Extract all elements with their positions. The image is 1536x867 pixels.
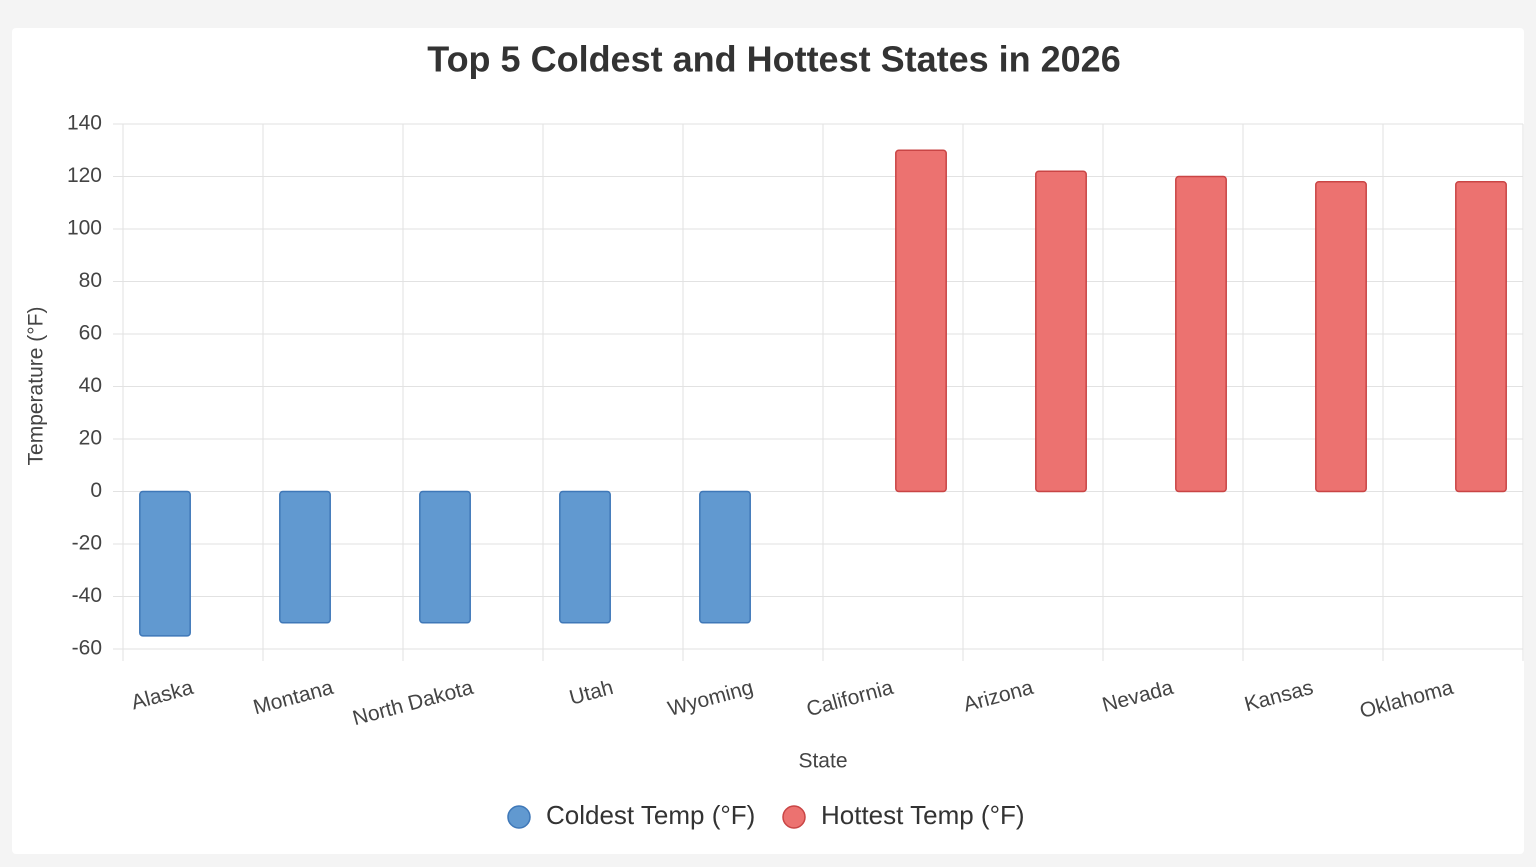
chart-title: Top 5 Coldest and Hottest States in 2026 [427,39,1120,80]
y-tick-label: 140 [67,112,102,135]
y-axis-title: Temperature (°F) [25,307,48,466]
legend-label: Hottest Temp (°F) [821,800,1025,830]
card [12,28,1524,854]
y-tick-label: -20 [72,532,102,555]
bar [895,149,947,493]
bar [1455,181,1507,493]
y-tick-label: 60 [79,322,102,345]
bar [1035,170,1087,493]
bar [1315,181,1367,493]
x-axis-title: State [798,750,847,773]
bar [419,490,471,624]
y-tick-label: -40 [72,584,102,607]
bar [279,490,331,624]
y-tick-label: 40 [79,374,102,397]
y-tick-label: 20 [79,427,102,450]
bar [699,490,751,624]
legend-label: Coldest Temp (°F) [546,800,755,830]
y-tick-label: 100 [67,217,102,240]
bar [139,490,191,637]
y-tick-label: 120 [67,164,102,187]
legend-marker [782,805,806,829]
bar [559,490,611,624]
legend-marker [507,805,531,829]
y-tick-label: 80 [79,269,102,292]
y-tick-label: -60 [72,637,102,660]
bar [1175,175,1227,493]
y-tick-label: 0 [90,479,102,502]
